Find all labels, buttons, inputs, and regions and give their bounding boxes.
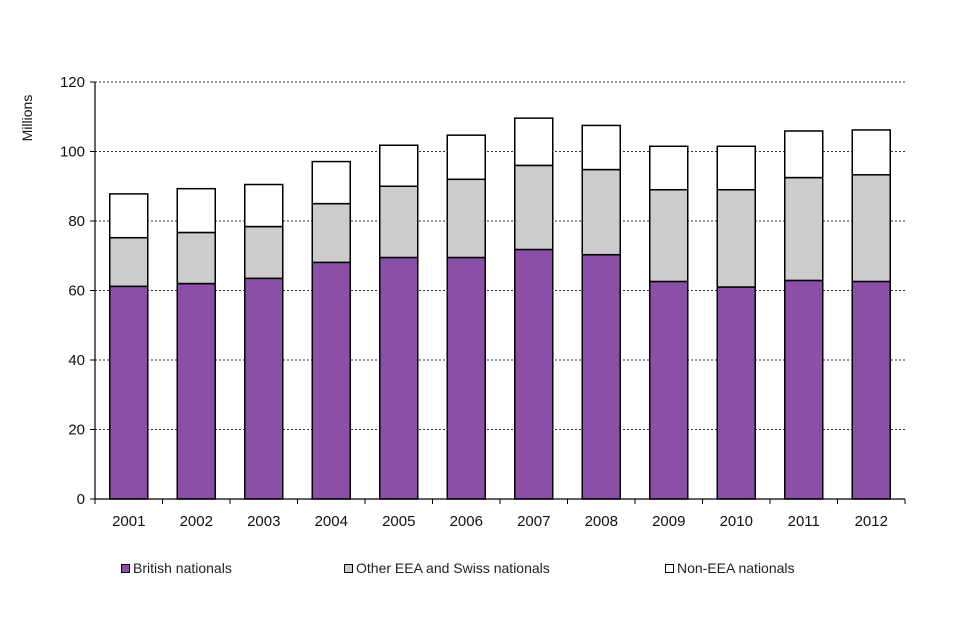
bar-other-eea-2001	[109, 236, 149, 288]
y-tick-labels: 0 20 40 60 80 100 120	[60, 74, 95, 508]
bar-british-2011	[784, 279, 824, 500]
bar-british-2001	[109, 285, 149, 500]
bar-british-2010	[716, 286, 756, 500]
y-tick-label-80: 80	[68, 213, 85, 230]
bar-british-2012	[851, 280, 891, 500]
y-tick-label-20: 20	[68, 422, 85, 439]
x-tick-labels: 2001 2002 2003 2004 2005 2006 2007 2008 2009 2010…	[94, 499, 906, 530]
bar-other-eea-2002	[176, 231, 216, 285]
legend-label-non-eea: Non-EEA nationals	[677, 560, 795, 576]
x-tick-label-2007: 2007	[517, 513, 550, 530]
x-tick-label-2005: 2005	[382, 513, 415, 530]
bar-british-2002	[176, 282, 216, 500]
bar-other-eea-2007	[514, 164, 554, 251]
bar-other-eea-2010	[716, 188, 756, 288]
gridlines	[95, 81, 905, 430]
bar-non-eea-2002	[176, 187, 216, 234]
legend-item-non-eea: Non-EEA nationals	[665, 560, 795, 576]
bar-non-eea-2008	[581, 124, 621, 171]
bar-british-2006	[446, 256, 486, 500]
x-tick-label-2001: 2001	[112, 513, 145, 530]
x-tick-label-2004: 2004	[315, 513, 348, 530]
bar-british-2005	[379, 256, 419, 500]
x-tick-label-2010: 2010	[720, 513, 753, 530]
bar-non-eea-2001	[109, 193, 149, 239]
bar-non-eea-2010	[716, 145, 756, 191]
y-tick-label-60: 60	[68, 283, 85, 300]
bar-non-eea-2006	[446, 134, 486, 181]
bar-other-eea-2003	[244, 225, 284, 280]
bar-british-2007	[514, 248, 554, 500]
bar-other-eea-2004	[311, 202, 351, 264]
bar-non-eea-2003	[244, 183, 284, 228]
legend-item-british: British nationals	[121, 560, 232, 576]
bar-british-2008	[581, 253, 621, 500]
x-tick-label-2006: 2006	[450, 513, 483, 530]
x-tick-label-2012: 2012	[855, 513, 888, 530]
bar-non-eea-2011	[784, 130, 824, 179]
bar-other-eea-2009	[649, 188, 689, 283]
bar-british-2003	[244, 277, 284, 500]
x-tick-label-2009: 2009	[652, 513, 685, 530]
bar-non-eea-2004	[311, 160, 351, 205]
legend-swatch-non-eea	[665, 563, 674, 573]
legend-swatch-other-eea	[344, 563, 353, 573]
bar-series	[109, 117, 891, 500]
bar-other-eea-2012	[851, 174, 891, 283]
y-axis-label: Millions	[19, 95, 35, 142]
x-tick-label-2008: 2008	[585, 513, 618, 530]
bar-british-2004	[311, 261, 351, 500]
bar-other-eea-2006	[446, 178, 486, 259]
y-tick-label-100: 100	[60, 144, 85, 161]
x-tick-label-2002: 2002	[180, 513, 213, 530]
y-tick-label-0: 0	[77, 491, 85, 508]
legend-swatch-british	[121, 563, 130, 573]
bar-british-2009	[649, 280, 689, 500]
x-tick-label-2003: 2003	[247, 513, 280, 530]
y-tick-label-120: 120	[60, 74, 85, 91]
bar-non-eea-2007	[514, 117, 554, 167]
bar-other-eea-2008	[581, 168, 621, 256]
legend-label-british: British nationals	[133, 560, 232, 576]
bar-non-eea-2012	[851, 129, 891, 176]
bar-other-eea-2005	[379, 185, 419, 259]
bar-other-eea-2011	[784, 176, 824, 282]
bar-non-eea-2005	[379, 144, 419, 187]
bar-non-eea-2009	[649, 145, 689, 191]
x-tick-label-2011: 2011	[788, 513, 820, 530]
legend-item-other-eea: Other EEA and Swiss nationals	[344, 560, 550, 576]
y-tick-label-40: 40	[68, 352, 85, 369]
legend-label-other-eea: Other EEA and Swiss nationals	[356, 560, 550, 576]
